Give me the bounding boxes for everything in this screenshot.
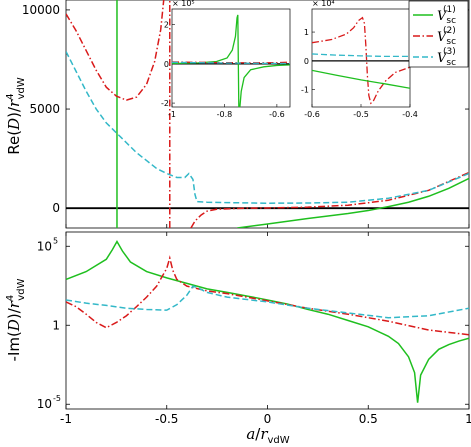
inset-right: × 10⁴ -0.6 -0.5 -0.4 -1 0 1 <box>301 0 418 119</box>
inset-left-background <box>171 8 291 108</box>
xtick-label: -1 <box>60 412 72 426</box>
inset-left: × 10⁵ -1 -0.8 -0.6 -2 0 2 <box>161 0 291 119</box>
xtick-label: 1 <box>465 412 471 426</box>
inset-ytick-label: -1 <box>301 86 309 95</box>
xtick-label: 0 <box>264 412 272 426</box>
legend-label: Vsc(3) <box>437 47 456 68</box>
inset-series-line-solid <box>312 69 410 89</box>
inset-right-exponent: × 10⁴ <box>312 0 335 8</box>
legend: Vsc(1)Vsc(2)Vsc(3) <box>408 0 469 68</box>
bottom-ytick-label: 10 <box>37 239 52 253</box>
inset-ytick-label: 0 <box>164 60 169 69</box>
top-series-line-dashdot <box>66 0 165 101</box>
inset-xtick-label: -0.5 <box>353 110 369 119</box>
top-series-line-dashdot <box>190 171 469 228</box>
inset-left-series-group <box>172 14 290 107</box>
top-ytick-label: 10000 <box>22 3 60 17</box>
top-series-line-solid <box>237 177 469 228</box>
inset-ytick-label: 0 <box>304 57 309 66</box>
bottom-axes-frame <box>65 231 470 410</box>
top-ytick-label: 0 <box>52 201 60 215</box>
xtick-label: 0.5 <box>359 412 378 426</box>
legend-label: Vsc(1) <box>437 5 456 26</box>
xtick-label: -0.5 <box>155 412 178 426</box>
inset-series-line-solid <box>172 14 290 107</box>
inset-ytick-label: -2 <box>161 99 169 108</box>
top-series-group <box>66 0 469 228</box>
bottom-ytick-exponent: -5 <box>53 394 61 403</box>
legend-label: Vsc(2) <box>437 26 456 47</box>
bottom-ytick-exponent: 5 <box>53 236 58 245</box>
inset-xtick-label: -0.6 <box>304 110 320 119</box>
x-axis-label: a/rvdW <box>246 425 289 446</box>
inset-xtick-label: -0.8 <box>217 110 233 119</box>
top-ytick-label: 5000 <box>29 102 60 116</box>
top-series-line-dashed <box>66 51 469 204</box>
bottom-ytick-label: 10 <box>37 397 52 411</box>
inset-right-ticks: -0.6 -0.5 -0.4 -1 0 1 <box>301 28 418 119</box>
inset-ytick-label: 2 <box>164 21 169 30</box>
bottom-series-group <box>66 239 469 403</box>
inset-ytick-label: 1 <box>304 28 309 37</box>
inset-left-ticks: -1 -0.8 -0.6 -2 0 2 <box>161 21 285 119</box>
inset-xtick-label: -1 <box>168 110 176 119</box>
bottom-ytick-label: 1 <box>52 318 60 332</box>
inset-xtick-label: -0.6 <box>269 110 285 119</box>
inset-right-series-group <box>312 16 410 105</box>
top-y-ticks: 0 5000 10000 <box>22 3 470 228</box>
inset-series-line-dashdot <box>312 16 410 105</box>
inset-xtick-label: -0.4 <box>402 110 418 119</box>
inset-right-background <box>311 8 411 108</box>
bottom-series-line-dashdot <box>66 255 469 336</box>
inset-series-line-dashed <box>312 53 410 58</box>
bottom-series-line-dashed <box>66 285 469 319</box>
bottom-series-line-solid <box>66 239 469 403</box>
top-panel: 0 5000 10000 Re(D)/r4vdW <box>5 0 470 229</box>
top-y-axis-label: Re(D)/r4vdW <box>5 77 27 155</box>
bottom-y-axis-label: -Im(D)/r4vdW <box>5 278 27 361</box>
legend-box <box>408 0 469 68</box>
inset-series-line-dashed <box>172 61 290 65</box>
inset-left-exponent: × 10⁵ <box>172 0 195 8</box>
